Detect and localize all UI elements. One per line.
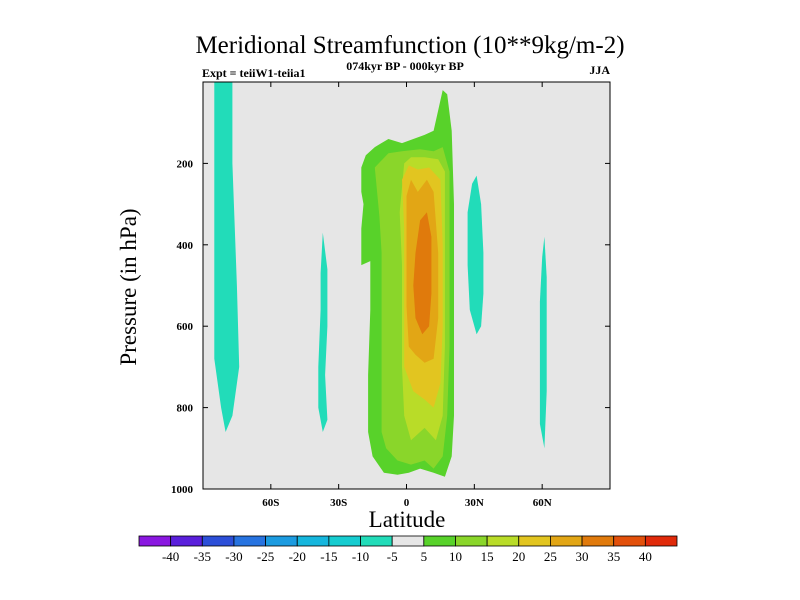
colorbar-box-15 — [613, 535, 646, 547]
colorbar-box-1 — [170, 535, 203, 547]
colorbar-label-7: -5 — [387, 549, 398, 564]
colorbar-box-3 — [233, 535, 266, 547]
contour-region-0 — [214, 82, 240, 432]
colorbar — [138, 535, 678, 547]
colorbar-box-5 — [296, 535, 330, 547]
colorbar-label-2: -30 — [225, 549, 242, 564]
colorbar-label-11: 20 — [512, 549, 525, 564]
colorbar-box-2 — [201, 535, 235, 547]
colorbar-box-0 — [138, 535, 172, 547]
x-axis-ticks: 60S 30S 0 30N 60N — [262, 82, 552, 509]
contour-region-1 — [318, 232, 328, 432]
y-tick-label-3: 800 — [177, 403, 194, 415]
colorbar-label-12: 25 — [544, 549, 557, 564]
contour-region-2 — [467, 175, 484, 335]
colorbar-label-15: 40 — [639, 549, 652, 564]
colorbar-box-14 — [581, 535, 615, 547]
colorbar-box-11 — [486, 535, 520, 547]
colorbar-label-1: -35 — [194, 549, 211, 564]
x-tick-label-4: 60N — [533, 497, 552, 509]
x-tick-label-2: 0 — [404, 497, 410, 509]
contour-layer — [214, 82, 547, 477]
colorbar-labels: -40 -35 -30 -25 -20 -15 -10 -5 5 10 15 20 25 30 35 40 — [162, 549, 652, 564]
chart-title: Meridional Streamfunction (10**9kg/m-2) — [195, 32, 624, 59]
y-tick-label-1: 400 — [177, 240, 194, 252]
colorbar-label-13: 30 — [576, 549, 589, 564]
season-label: JJA — [589, 63, 610, 77]
colorbar-box-12 — [518, 535, 551, 547]
colorbar-box-9 — [423, 535, 456, 547]
colorbar-label-10: 15 — [481, 549, 494, 564]
contour-region-9 — [413, 212, 432, 335]
contour-region-3 — [539, 236, 547, 449]
colorbar-box-7 — [360, 535, 393, 547]
experiment-label: Expt = teiiW1-teiia1 — [202, 66, 306, 80]
x-tick-label-3: 30N — [465, 497, 484, 509]
colorbar-box-4 — [265, 535, 298, 547]
colorbar-box-10 — [455, 535, 488, 547]
x-tick-label-1: 30S — [330, 497, 347, 509]
y-axis-ticks: 200 400 600 800 1000 — [171, 158, 610, 496]
period-label: 074kyr BP - 000kyr BP — [346, 59, 464, 73]
y-axis-label: Pressure (in hPa) — [116, 208, 141, 365]
y-tick-label-0: 200 — [177, 158, 194, 170]
colorbar-label-3: -25 — [257, 549, 274, 564]
x-axis-label: Latitude — [369, 507, 446, 532]
colorbar-label-6: -10 — [352, 549, 369, 564]
colorbar-label-5: -15 — [320, 549, 337, 564]
colorbar-label-8: 5 — [421, 549, 428, 564]
colorbar-box-6 — [328, 535, 361, 547]
x-tick-label-0: 60S — [262, 497, 279, 509]
colorbar-box-16 — [644, 535, 678, 547]
colorbar-box-13 — [550, 535, 583, 547]
colorbar-label-14: 35 — [607, 549, 620, 564]
colorbar-label-4: -20 — [289, 549, 306, 564]
colorbar-box-8 — [391, 535, 425, 547]
colorbar-label-9: 10 — [449, 549, 462, 564]
y-tick-label-2: 600 — [177, 321, 194, 333]
y-tick-label-4: 1000 — [171, 484, 194, 496]
colorbar-label-0: -40 — [162, 549, 179, 564]
